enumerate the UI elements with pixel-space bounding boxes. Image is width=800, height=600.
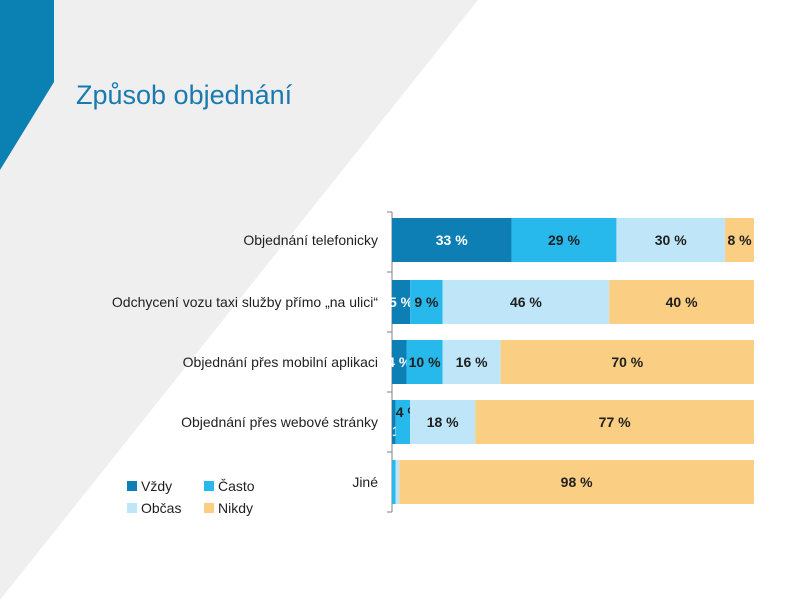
- legend-swatch: [204, 503, 214, 513]
- bar-segment: [392, 460, 396, 504]
- bar-segment: [392, 340, 407, 384]
- data-label: 9 %: [414, 294, 439, 310]
- legend-label: Často: [218, 478, 255, 494]
- bar-segment: [475, 400, 754, 444]
- data-label: 29 %: [548, 232, 580, 248]
- data-label: 5 %: [389, 294, 414, 310]
- legend-swatch: [127, 503, 137, 513]
- background-blue-triangle: [0, 0, 54, 170]
- bar-segment: [395, 400, 411, 444]
- category-label: Objednání přes mobilní aplikaci: [183, 354, 378, 370]
- bar-segment: [609, 280, 754, 324]
- legend-label: Nikdy: [218, 500, 253, 516]
- data-label: 33 %: [436, 232, 468, 248]
- bar-segment: [442, 280, 610, 324]
- bar-segment: [500, 340, 754, 384]
- data-label: 77 %: [599, 414, 631, 430]
- data-label: 10 %: [409, 354, 441, 370]
- bar-segment: [392, 280, 411, 324]
- category-label: Odchycení vozu taxi služby přímo „na uli…: [112, 294, 378, 310]
- data-label: 18 %: [427, 414, 459, 430]
- data-label: 30 %: [655, 232, 687, 248]
- bar-segment: [616, 218, 726, 262]
- bar-segment: [725, 218, 754, 262]
- category-label: Objednání telefonicky: [243, 232, 378, 248]
- data-label: 98 %: [561, 474, 593, 490]
- category-label: Jiné: [352, 474, 378, 490]
- category-label: Objednání přes webové stránky: [181, 414, 378, 430]
- background-gray-band: [0, 0, 478, 600]
- bar-segment: [392, 400, 396, 444]
- bar-segment: [392, 218, 512, 262]
- bar-segment: [399, 460, 754, 504]
- bar-segment: [410, 400, 476, 444]
- data-label: 4 %: [387, 354, 412, 370]
- bar-segment: [442, 340, 501, 384]
- page-title: Způsob objednání: [76, 80, 293, 110]
- bar-segment: [410, 280, 443, 324]
- legend-label: Vždy: [141, 478, 172, 494]
- data-label: 40 %: [666, 294, 698, 310]
- data-label: 8 %: [727, 232, 752, 248]
- bar-segment: [395, 460, 400, 504]
- data-label: 16 %: [456, 354, 488, 370]
- legend-label: Občas: [141, 500, 181, 516]
- bar-segment: [511, 218, 617, 262]
- legend-swatch: [204, 481, 214, 491]
- bar-segment: [406, 340, 443, 384]
- legend-swatch: [127, 481, 137, 491]
- data-label: 70 %: [611, 354, 643, 370]
- data-label: 46 %: [510, 294, 542, 310]
